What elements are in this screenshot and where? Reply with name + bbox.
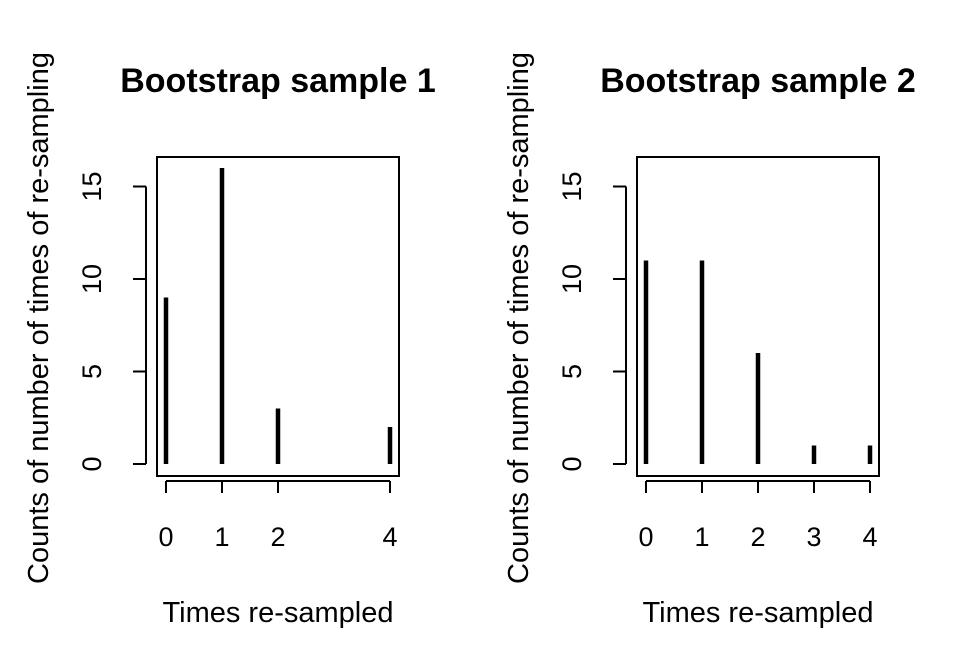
- chart-title: Bootstrap sample 1: [120, 62, 436, 100]
- x-tick-label: 0: [638, 522, 653, 552]
- x-tick-label: 2: [750, 522, 765, 552]
- y-axis-label: Counts of number of times of re-sampling: [503, 52, 535, 584]
- x-tick-label: 1: [214, 522, 229, 552]
- x-tick-label: 1: [694, 522, 709, 552]
- y-tick-label: 10: [557, 264, 587, 294]
- x-tick-label: 4: [382, 522, 397, 552]
- x-tick-label: 0: [158, 522, 173, 552]
- x-axis-label: Times re-sampled: [163, 597, 394, 629]
- y-tick-label: 0: [77, 456, 107, 471]
- y-tick-label: 5: [77, 364, 107, 379]
- plot-frame: [156, 156, 400, 477]
- plot-frame: [636, 156, 880, 477]
- y-tick-label: 0: [557, 456, 587, 471]
- y-tick-label: 15: [77, 171, 107, 201]
- y-axis-label: Counts of number of times of re-sampling: [23, 52, 55, 584]
- x-tick-label: 2: [270, 522, 285, 552]
- chart-title: Bootstrap sample 2: [600, 62, 916, 100]
- x-axis-label: Times re-sampled: [643, 597, 874, 629]
- x-tick-label: 3: [806, 522, 821, 552]
- y-tick-label: 15: [557, 171, 587, 201]
- x-tick-label: 4: [862, 522, 877, 552]
- y-tick-label: 5: [557, 364, 587, 379]
- y-tick-label: 10: [77, 264, 107, 294]
